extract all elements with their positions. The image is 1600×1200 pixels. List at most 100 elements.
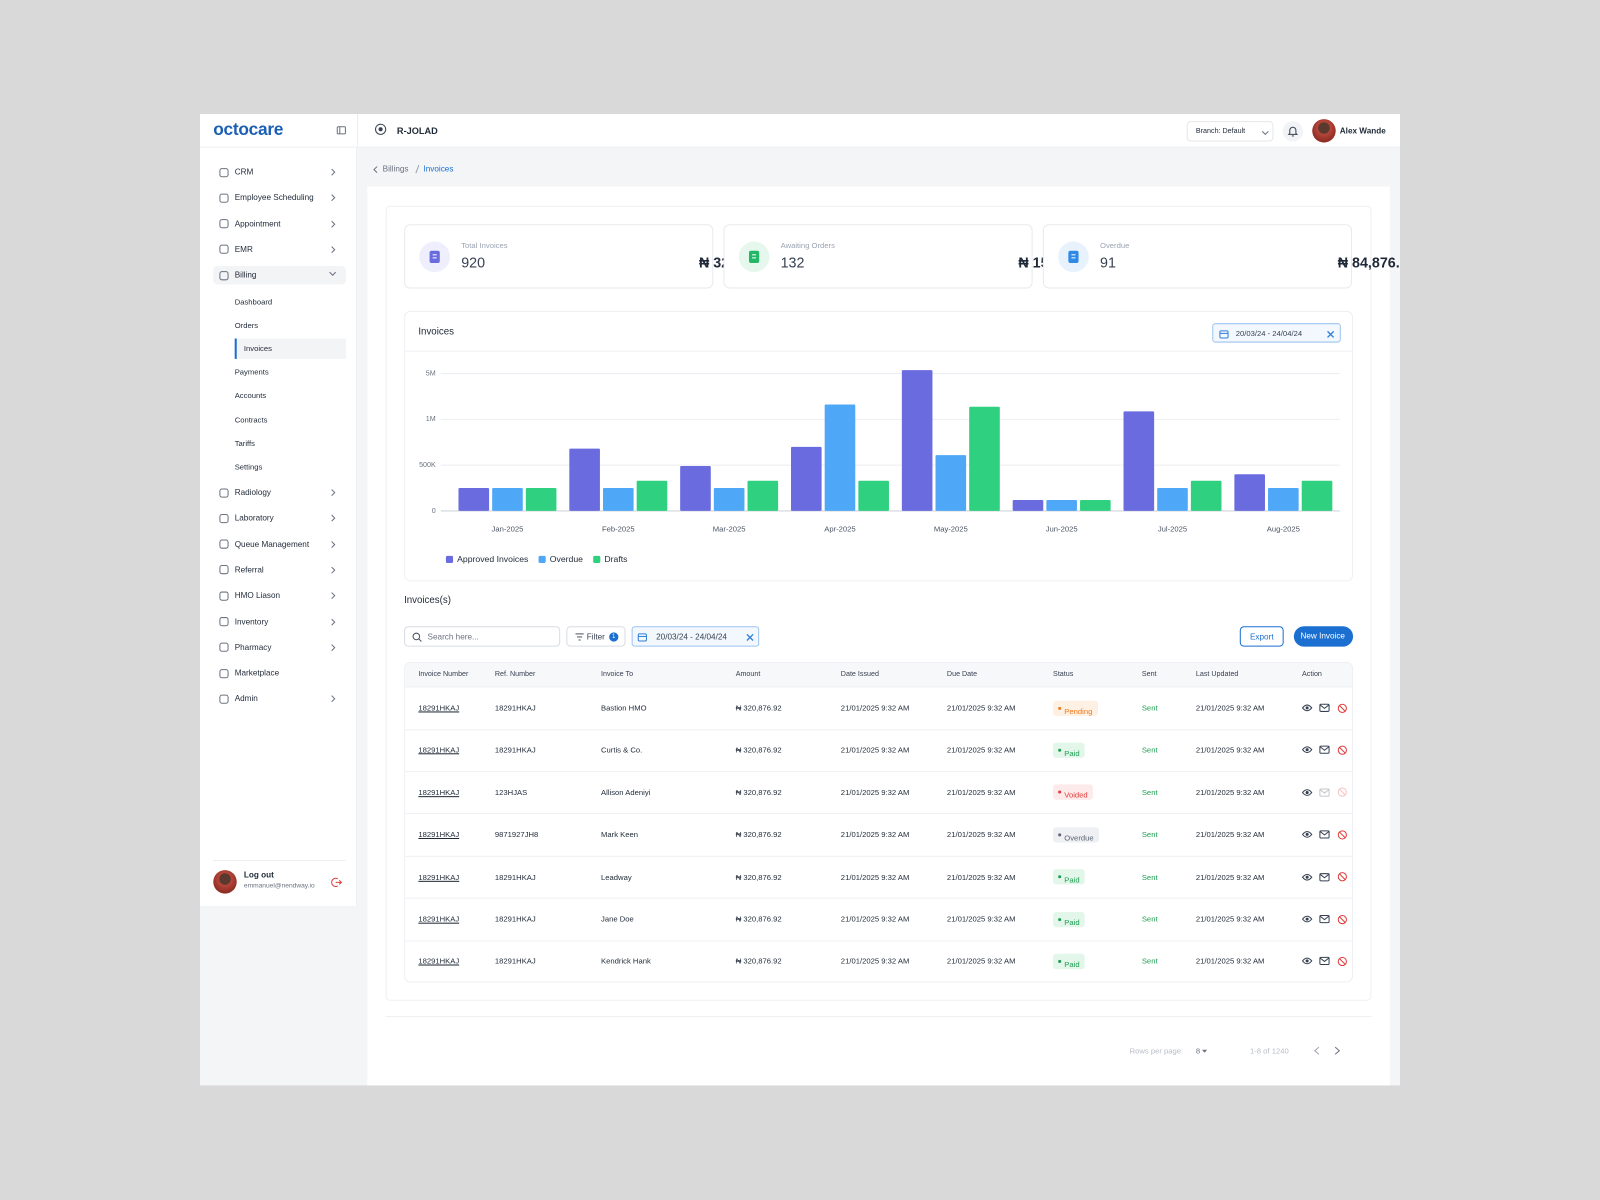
export-button[interactable]: Export xyxy=(1239,626,1284,647)
mail-icon[interactable] xyxy=(1319,746,1330,755)
nav-item[interactable]: Laboratory xyxy=(234,513,274,523)
nav-icon xyxy=(219,539,229,549)
nav-item[interactable]: Radiology xyxy=(234,487,271,497)
status-pill: Paid xyxy=(1053,911,1085,927)
mail-icon[interactable] xyxy=(1319,788,1330,797)
cell-due: 21/01/2025 9:32 AM xyxy=(946,956,1016,966)
logout[interactable]: Log out xyxy=(243,870,274,880)
nav-item[interactable]: Admin xyxy=(234,694,258,704)
stat-label: Awaiting Orders xyxy=(780,241,835,251)
nav-item[interactable]: Billing xyxy=(234,270,257,280)
prev-page[interactable] xyxy=(1314,1046,1320,1055)
next-page[interactable] xyxy=(1334,1046,1341,1055)
cell-invoice[interactable]: 18291HKAJ xyxy=(418,745,460,755)
mail-icon[interactable] xyxy=(1319,957,1330,966)
cell-updated: 21/01/2025 9:32 AM xyxy=(1195,787,1265,797)
view-icon[interactable] xyxy=(1301,788,1313,796)
mail-icon[interactable] xyxy=(1319,830,1330,839)
void-icon[interactable] xyxy=(1337,787,1347,797)
nav-item[interactable]: Inventory xyxy=(234,616,269,626)
nav-item[interactable]: EMR xyxy=(234,244,253,254)
cell-amount: ₦ 320,876.92 xyxy=(735,703,782,713)
nav-chevron xyxy=(331,566,336,574)
nav-subitem[interactable]: Settings xyxy=(234,462,263,472)
breadcrumb-current: Invoices xyxy=(423,164,454,174)
footer-avatar xyxy=(213,870,237,894)
nav-icon xyxy=(219,245,229,255)
nav-chevron xyxy=(331,194,336,202)
bell[interactable] xyxy=(1282,121,1304,142)
mail-icon[interactable] xyxy=(1319,703,1330,712)
cell-invoice[interactable]: 18291HKAJ xyxy=(418,703,460,713)
bar xyxy=(602,488,634,511)
nav-item[interactable]: Marketplace xyxy=(234,668,280,678)
view-icon[interactable] xyxy=(1301,957,1313,965)
nav-item[interactable]: Pharmacy xyxy=(234,642,272,652)
view-icon[interactable] xyxy=(1301,704,1313,712)
status-pill: Pending xyxy=(1053,700,1098,716)
cell-to: Leadway xyxy=(601,872,632,882)
view-icon[interactable] xyxy=(1301,831,1313,839)
filter-button[interactable]: Filter 1 xyxy=(566,626,626,647)
cell-invoice[interactable]: 18291HKAJ xyxy=(418,956,460,966)
clear-icon[interactable] xyxy=(1327,330,1335,338)
nav-subitem[interactable]: Accounts xyxy=(234,391,267,401)
void-icon[interactable] xyxy=(1337,703,1347,713)
stat-count: 91 xyxy=(1099,254,1116,271)
cell-updated: 21/01/2025 9:32 AM xyxy=(1195,830,1265,840)
void-icon[interactable] xyxy=(1337,872,1347,882)
x-tick-label: Mar-2025 xyxy=(713,524,746,533)
nav-subitem[interactable]: Dashboard xyxy=(234,297,273,307)
void-icon[interactable] xyxy=(1337,830,1347,840)
cell-ref: 18291HKAJ xyxy=(494,872,536,882)
cell-invoice[interactable]: 18291HKAJ xyxy=(418,787,460,797)
cell-invoice[interactable]: 18291HKAJ xyxy=(418,914,460,924)
nav-item[interactable]: Queue Management xyxy=(234,539,310,549)
bar xyxy=(1123,411,1155,511)
void-icon[interactable] xyxy=(1337,745,1347,755)
filter-count: 1 xyxy=(612,633,616,640)
chart-date-range[interactable]: 20/03/24 - 24/04/24 xyxy=(1212,323,1341,343)
bar xyxy=(935,455,967,511)
mail-icon[interactable] xyxy=(1319,915,1330,924)
sidebar-divider xyxy=(213,859,346,861)
back-chevron[interactable] xyxy=(373,166,378,174)
mail-icon[interactable] xyxy=(1319,872,1330,881)
bar xyxy=(680,466,711,511)
cell-invoice[interactable]: 18291HKAJ xyxy=(418,830,460,840)
row-divider xyxy=(405,813,1353,815)
void-icon[interactable] xyxy=(1337,914,1347,924)
nav-subitem[interactable]: Tariffs xyxy=(234,438,255,448)
nav-item[interactable]: HMO Liason xyxy=(234,590,281,601)
search-box[interactable]: Search here... xyxy=(404,626,561,647)
nav-item[interactable]: Employee Scheduling xyxy=(234,193,314,203)
nav-subitem[interactable]: Payments xyxy=(234,367,269,378)
nav-subitem[interactable]: Orders xyxy=(234,320,259,330)
branch-select[interactable]: Branch: Default xyxy=(1186,121,1274,142)
new-invoice-button[interactable]: New Invoice xyxy=(1293,626,1354,647)
nav-chevron xyxy=(331,695,336,703)
table-date-text: 20/03/24 - 24/04/24 xyxy=(656,632,727,642)
nav-item[interactable]: Referral xyxy=(234,565,264,575)
collapse-icon[interactable] xyxy=(336,126,346,135)
view-icon[interactable] xyxy=(1301,746,1313,754)
nav-item[interactable]: Appointment xyxy=(234,218,281,229)
view-icon[interactable] xyxy=(1301,915,1313,923)
nav-item[interactable]: CRM xyxy=(234,167,254,177)
cell-sent: Sent xyxy=(1141,872,1158,882)
cell-issued: 21/01/2025 9:32 AM xyxy=(840,703,910,713)
cell-amount: ₦ 320,876.92 xyxy=(735,745,782,755)
status: Voided xyxy=(1064,790,1088,801)
rows-per-page[interactable]: 8 xyxy=(1195,1046,1201,1056)
clear-icon[interactable] xyxy=(746,633,754,641)
view-icon[interactable] xyxy=(1301,873,1313,881)
cell-invoice[interactable]: 18291HKAJ xyxy=(418,872,460,882)
table-date-range[interactable]: 20/03/24 - 24/04/24 xyxy=(631,626,760,647)
nav-subitem[interactable]: Contracts xyxy=(234,415,268,425)
branch-label: Branch: Default xyxy=(1195,128,1246,136)
nav-subitem[interactable]: Invoices xyxy=(243,344,272,354)
void-icon[interactable] xyxy=(1337,956,1347,966)
logout-icon[interactable] xyxy=(331,877,343,887)
breadcrumb[interactable]: Billings xyxy=(382,164,409,174)
